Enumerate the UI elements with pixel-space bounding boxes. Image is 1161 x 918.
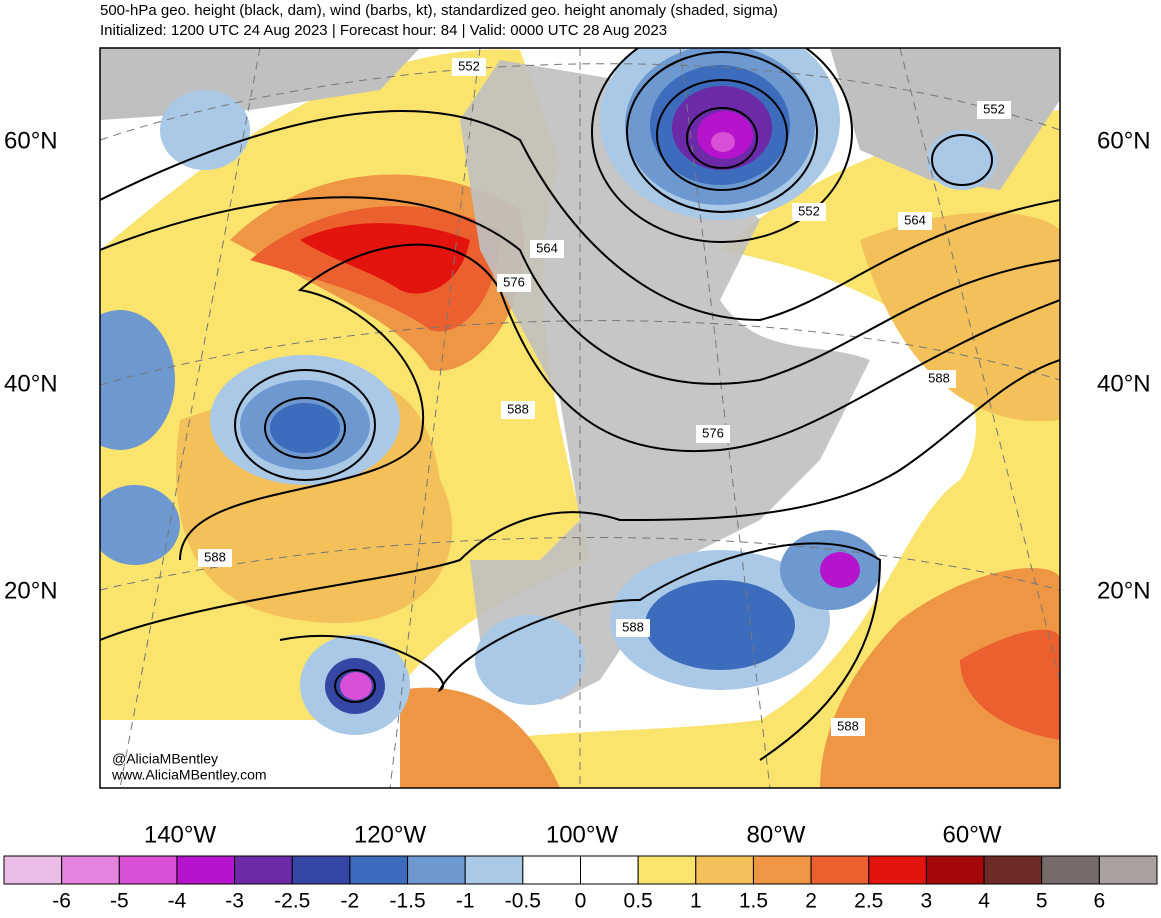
- colorbar-swatch: [580, 855, 639, 885]
- colorbar-label: -4: [168, 890, 187, 913]
- contour-label: 564: [536, 240, 558, 255]
- colorbar-swatch: [1098, 855, 1158, 885]
- colorbar-swatch: [464, 855, 524, 885]
- colorbar-label: -2.5: [274, 890, 310, 913]
- lat-label: 40°N: [1097, 370, 1151, 397]
- colorbar-label: -6: [52, 890, 71, 913]
- contour-label: 552: [983, 101, 1005, 116]
- contour-label: 564: [904, 212, 926, 227]
- contour-label: 576: [503, 274, 525, 289]
- contour-label-bg: [198, 58, 1011, 736]
- colorbar-swatch: [925, 855, 985, 885]
- colorbar-label: 6: [1094, 890, 1106, 913]
- colorbar-swatch: [61, 855, 120, 885]
- colorbar-swatch: [983, 855, 1043, 885]
- colorbar-label: 0.5: [624, 890, 653, 913]
- colorbar-swatch: [176, 855, 236, 885]
- lon-label: 120°W: [354, 821, 427, 848]
- colorbar-label: 5: [1036, 890, 1048, 913]
- contour-label: 588: [837, 718, 859, 733]
- contour-label: 552: [798, 203, 820, 218]
- lon-label: 100°W: [546, 821, 619, 848]
- colorbar-swatch: [695, 855, 754, 885]
- lat-label: 60°N: [1097, 127, 1151, 154]
- lat-label: 20°N: [1097, 577, 1151, 604]
- colorbar-label: 3: [921, 890, 933, 913]
- map: 552 552 552 564 564 576 576 588 588 588 …: [100, 48, 1060, 788]
- map-frame: [99, 47, 1061, 789]
- credit: @AliciaMBentley: [112, 751, 218, 767]
- colorbar-label: -0.5: [505, 890, 541, 913]
- lat-label: 60°N: [4, 127, 58, 154]
- credit: www.AliciaMBentley.com: [111, 767, 267, 783]
- contour-label: 588: [507, 401, 529, 416]
- lon-label: 140°W: [144, 821, 217, 848]
- colorbar-label: 2.5: [854, 890, 883, 913]
- colorbar-label: 1: [690, 890, 702, 913]
- title: 500-hPa geo. height (black, dam), wind (…: [100, 2, 778, 19]
- colorbar-swatch: [522, 855, 581, 885]
- colorbar-swatch: [118, 855, 178, 885]
- colorbar-swatch: [349, 855, 409, 885]
- contour-label: 588: [622, 619, 644, 634]
- lat-label: 40°N: [4, 370, 58, 397]
- colorbar-label: 1.5: [739, 890, 768, 913]
- lat-label: 20°N: [4, 577, 58, 604]
- colorbar-label: -1: [456, 890, 475, 913]
- lon-label: 60°W: [943, 821, 1002, 848]
- colorbar-label: 0: [575, 890, 587, 913]
- colorbar-swatch: [407, 855, 466, 885]
- lon-label: 80°W: [747, 821, 806, 848]
- colorbar-swatch: [752, 855, 812, 885]
- contour-label: 588: [928, 370, 950, 385]
- subtitle: Initialized: 1200 UTC 24 Aug 2023 | Fore…: [100, 22, 667, 39]
- colorbar-label: -1.5: [389, 890, 425, 913]
- contour-label: 576: [702, 425, 724, 440]
- contour-label: 552: [458, 58, 480, 73]
- colorbar-swatch: [868, 855, 927, 885]
- colorbar-swatch: [1041, 855, 1100, 885]
- colorbar-label: 2: [805, 890, 817, 913]
- contour-label: 588: [204, 549, 226, 564]
- colorbar-label: -5: [110, 890, 129, 913]
- colorbar-swatch: [810, 855, 870, 885]
- colorbar: -6 -5 -4 -3 -2.5 -2 -1.5 -1 -0.5 0 0.5 1 1.5 2 2.5 3 4 5 6: [3, 855, 1158, 913]
- colorbar-swatch: [637, 855, 697, 885]
- colorbar-label: 4: [978, 890, 990, 913]
- colorbar-label: -3: [225, 890, 244, 913]
- colorbar-swatch: [291, 855, 351, 885]
- colorbar-label: -2: [341, 890, 360, 913]
- colorbar-swatch: [3, 855, 63, 885]
- colorbar-swatch: [234, 855, 293, 885]
